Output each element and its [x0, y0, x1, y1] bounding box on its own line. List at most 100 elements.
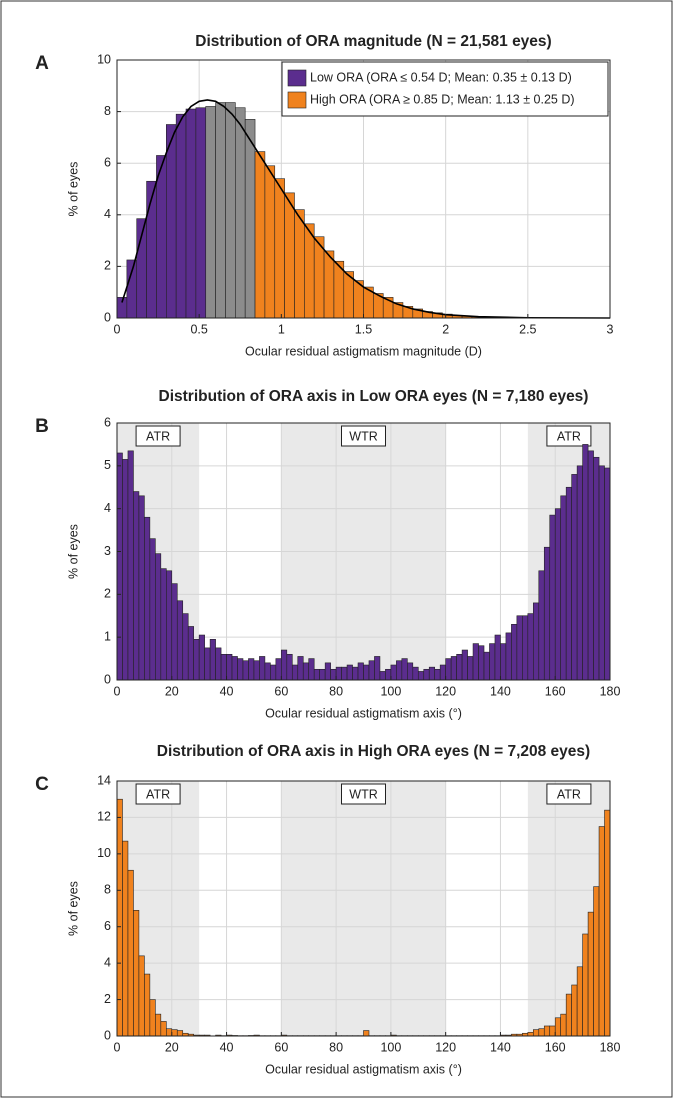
region-label-box: [546, 425, 592, 447]
x-axis-label: Ocular residual astigmatism magnitude (D…: [245, 344, 482, 358]
bar: [160, 568, 167, 681]
bar: [554, 1017, 562, 1037]
bar: [587, 450, 594, 681]
bar: [385, 668, 392, 681]
bar: [461, 649, 468, 681]
y-tick-label: 1: [104, 629, 111, 643]
x-tick-label: 2.5: [519, 322, 536, 336]
bar: [323, 250, 335, 319]
x-tick-label: 160: [545, 684, 566, 698]
x-tick-label: 100: [380, 684, 401, 698]
bar: [205, 106, 216, 319]
bar: [144, 973, 151, 1037]
bar: [587, 911, 594, 1037]
x-tick-label: 0: [114, 684, 121, 698]
bar: [149, 538, 156, 681]
bar: [122, 459, 129, 681]
x-tick-label: 20: [165, 684, 179, 698]
bar: [264, 662, 271, 681]
bar: [313, 668, 320, 681]
bar: [198, 634, 205, 681]
y-tick-label: 0: [104, 1028, 111, 1042]
bar: [357, 662, 364, 681]
bar: [417, 671, 425, 681]
bar: [379, 671, 386, 681]
bar: [156, 155, 167, 319]
bar: [401, 658, 408, 681]
region-label-box: [341, 425, 386, 447]
y-tick-label: 8: [104, 104, 111, 118]
y-tick-label: 6: [104, 919, 111, 933]
bar: [560, 1013, 567, 1037]
region-label-box: [546, 783, 592, 805]
y-tick-label: 14: [97, 773, 111, 787]
bar: [127, 450, 134, 681]
legend-box: [281, 61, 609, 117]
bar: [560, 495, 567, 681]
y-tick-label: 2: [104, 587, 111, 601]
legend-swatch: [287, 91, 307, 109]
bar: [294, 209, 305, 319]
bar: [281, 649, 288, 681]
bar: [604, 809, 611, 1037]
bar: [516, 615, 523, 681]
bar: [319, 668, 326, 681]
bar: [565, 993, 572, 1037]
bar: [582, 444, 589, 681]
region-label-box: [341, 783, 386, 805]
bar: [598, 465, 605, 681]
bar: [187, 626, 194, 681]
x-tick-label: 3: [607, 322, 614, 336]
x-tick-label: 80: [329, 684, 343, 698]
bar: [149, 999, 156, 1037]
bar: [215, 647, 222, 681]
x-tick-label: 0.5: [190, 322, 207, 336]
bar: [500, 643, 507, 681]
x-tick-label: 120: [435, 684, 456, 698]
bar: [346, 664, 353, 681]
bar: [171, 1029, 178, 1037]
legend-swatch: [287, 69, 307, 87]
x-tick-label: 180: [600, 1040, 621, 1054]
bar: [138, 955, 145, 1037]
bar: [598, 826, 605, 1037]
y-axis-label: % of eyes: [66, 881, 80, 936]
bar: [253, 660, 260, 681]
x-tick-label: 180: [600, 684, 621, 698]
bar: [270, 664, 277, 681]
bar: [450, 656, 457, 681]
x-tick-label: 1.5: [355, 322, 372, 336]
bar: [155, 553, 162, 681]
region-label: WTR: [349, 787, 377, 801]
x-tick-label: 2: [442, 322, 449, 336]
bar: [554, 508, 562, 681]
axes-box: [116, 780, 611, 1037]
bar: [209, 639, 216, 681]
y-tick-label: 8: [104, 883, 111, 897]
bar: [127, 869, 134, 1037]
bar: [160, 1021, 167, 1037]
bar: [235, 107, 246, 319]
bar: [116, 452, 123, 681]
bar: [231, 656, 238, 681]
bar: [308, 658, 315, 681]
region-label-box: [135, 783, 181, 805]
bar: [182, 613, 189, 681]
bar: [144, 516, 151, 681]
region-label: ATR: [146, 787, 170, 801]
x-tick-label: 40: [220, 684, 234, 698]
bar: [225, 102, 236, 319]
bar: [264, 165, 276, 319]
bar: [467, 656, 474, 681]
bar: [571, 474, 578, 681]
bar: [324, 662, 331, 681]
bar: [166, 124, 177, 319]
y-tick-label: 2: [104, 992, 111, 1006]
bar: [330, 668, 337, 681]
region-label: ATR: [146, 429, 170, 443]
y-tick-label: 4: [104, 207, 111, 221]
y-tick-label: 0: [104, 310, 111, 324]
bar: [237, 658, 244, 681]
y-axis-label: % of eyes: [66, 524, 80, 579]
bar: [259, 656, 266, 681]
